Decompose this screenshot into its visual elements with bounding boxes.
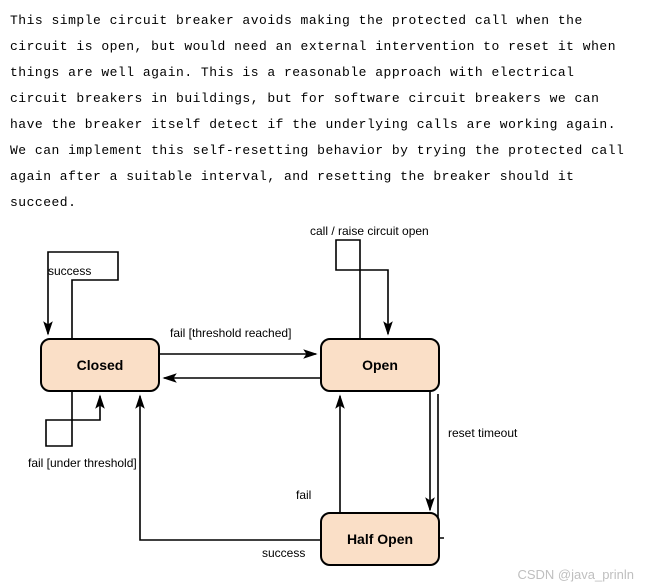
node-halfopen-label: Half Open <box>347 531 413 547</box>
label-success-top: success <box>48 264 91 278</box>
label-success-bottom: success <box>262 546 305 560</box>
label-fail-under: fail [under threshold] <box>28 456 137 470</box>
state-diagram: Closed Open Half Open success fail [unde… <box>0 210 646 588</box>
edge-halfopen-to-closed <box>140 396 320 540</box>
label-fail: fail <box>296 488 311 502</box>
edge-closed-fail-under <box>46 392 100 446</box>
node-closed: Closed <box>40 338 160 392</box>
node-open: Open <box>320 338 440 392</box>
watermark: CSDN @java_prinln <box>517 567 634 582</box>
label-fail-threshold: fail [threshold reached] <box>170 326 291 340</box>
node-halfopen: Half Open <box>320 512 440 566</box>
node-open-label: Open <box>362 357 398 373</box>
node-closed-label: Closed <box>77 357 124 373</box>
edge-open-selfloop <box>336 240 388 338</box>
edge-open-to-halfopen <box>438 394 444 538</box>
label-raise-open: call / raise circuit open <box>310 224 429 238</box>
label-reset-timeout: reset timeout <box>448 426 517 440</box>
description-paragraph: This simple circuit breaker avoids makin… <box>0 0 646 216</box>
